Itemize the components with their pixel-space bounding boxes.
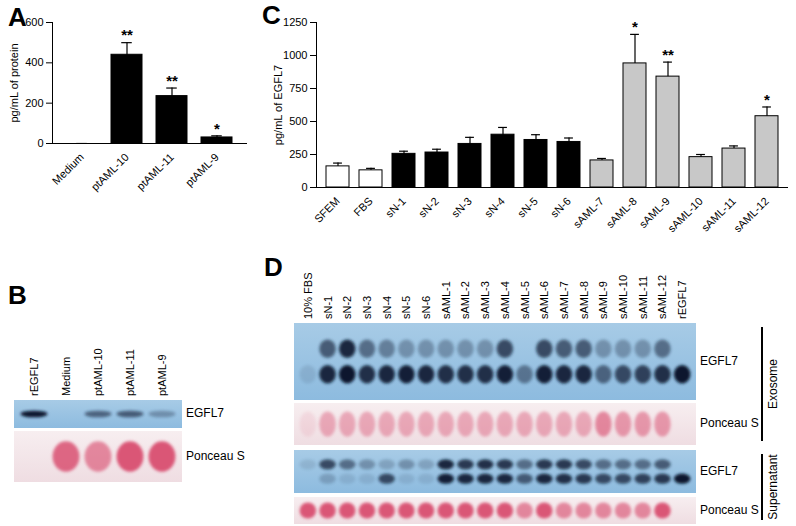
svg-text:ptAML-9: ptAML-9 <box>156 354 168 396</box>
svg-text:sN-3: sN-3 <box>449 195 474 220</box>
svg-text:sAML-6: sAML-6 <box>538 281 550 319</box>
svg-text:rEGFL7: rEGFL7 <box>676 280 688 319</box>
svg-text:sN-1: sN-1 <box>322 296 334 319</box>
svg-text:Medium: Medium <box>60 357 72 396</box>
svg-text:sAML-9: sAML-9 <box>636 194 672 230</box>
svg-text:ptAML-11: ptAML-11 <box>124 349 136 396</box>
svg-text:sAML-10: sAML-10 <box>617 275 629 319</box>
svg-text:sAML-2: sAML-2 <box>459 281 471 319</box>
svg-text:sN-6: sN-6 <box>548 195 573 220</box>
svg-text:sN-2: sN-2 <box>341 296 353 319</box>
svg-text:sAML-5: sAML-5 <box>519 281 531 319</box>
html-text:D: D <box>264 252 283 282</box>
svg-text:sAML-7: sAML-7 <box>558 281 570 319</box>
svg-text:Ponceau S: Ponceau S <box>700 416 759 430</box>
svg-text:sN-1: sN-1 <box>383 195 408 220</box>
svg-text:sN-5: sN-5 <box>400 296 412 319</box>
svg-text:*: * <box>632 18 638 35</box>
svg-text:10% FBS: 10% FBS <box>302 273 314 319</box>
html-text:C: C <box>262 0 281 30</box>
svg-text:sAML-8: sAML-8 <box>604 195 639 230</box>
svg-text:*: * <box>764 91 770 108</box>
svg-text:sN-2: sN-2 <box>416 195 441 220</box>
svg-text:750: 750 <box>289 82 307 94</box>
svg-text:sAML-9: sAML-9 <box>597 281 609 319</box>
svg-text:**: ** <box>166 72 178 89</box>
svg-text:**: ** <box>662 46 674 63</box>
svg-text:Medium: Medium <box>50 151 86 187</box>
svg-text:sAML-7: sAML-7 <box>571 195 606 230</box>
svg-text:sN-4: sN-4 <box>381 296 393 319</box>
svg-text:pg/mL of EGFL7: pg/mL of EGFL7 <box>272 65 284 145</box>
svg-text:**: ** <box>121 26 133 43</box>
svg-text:Exosome: Exosome <box>766 359 780 409</box>
svg-text:sN-6: sN-6 <box>420 296 432 319</box>
svg-text:ptAML-10: ptAML-10 <box>92 348 104 396</box>
svg-text:ptAML-11: ptAML-11 <box>134 151 176 193</box>
svg-text:sAML-11: sAML-11 <box>637 276 649 319</box>
svg-text:EGFL7: EGFL7 <box>700 464 738 478</box>
svg-text:FBS: FBS <box>351 195 375 219</box>
svg-text:sAML-8: sAML-8 <box>578 281 590 319</box>
svg-text:ptAML-10: ptAML-10 <box>89 151 131 193</box>
svg-text:*: * <box>214 120 220 137</box>
svg-text:sAML-12: sAML-12 <box>731 195 771 235</box>
svg-text:EGFL7: EGFL7 <box>700 354 738 368</box>
svg-text:600: 600 <box>25 16 43 28</box>
svg-text:200: 200 <box>25 97 43 109</box>
svg-text:400: 400 <box>25 56 43 68</box>
svg-text:sAML-11: sAML-11 <box>698 194 738 234</box>
svg-text:1250: 1250 <box>283 16 307 28</box>
svg-text:500: 500 <box>289 115 307 127</box>
svg-text:Ponceau S: Ponceau S <box>700 503 759 517</box>
svg-text:sN-4: sN-4 <box>482 195 507 220</box>
svg-text:rEGFL7: rEGFL7 <box>28 357 40 396</box>
svg-text:EGFL7: EGFL7 <box>186 406 224 420</box>
html-text:B: B <box>8 280 27 310</box>
svg-text:sAML-10: sAML-10 <box>665 195 705 235</box>
svg-text:sAML-1: sAML-1 <box>440 281 452 319</box>
svg-text:0: 0 <box>301 181 307 193</box>
svg-text:Ponceau S: Ponceau S <box>186 449 245 463</box>
svg-text:Supernatant: Supernatant <box>766 454 780 520</box>
svg-text:sN-3: sN-3 <box>361 296 373 319</box>
html-text:A: A <box>8 2 27 32</box>
svg-text:SFEM: SFEM <box>312 195 342 225</box>
svg-text:250: 250 <box>289 148 307 160</box>
svg-text:sAML-3: sAML-3 <box>479 281 491 319</box>
svg-text:sAML-12: sAML-12 <box>656 275 668 319</box>
svg-text:1000: 1000 <box>283 49 307 61</box>
svg-text:sAML-4: sAML-4 <box>499 281 511 319</box>
svg-text:0: 0 <box>37 137 43 149</box>
svg-text:sN-5: sN-5 <box>515 195 540 220</box>
svg-text:ptAML-9: ptAML-9 <box>183 151 221 189</box>
svg-text:pg/mL of protein: pg/mL of protein <box>8 43 20 122</box>
